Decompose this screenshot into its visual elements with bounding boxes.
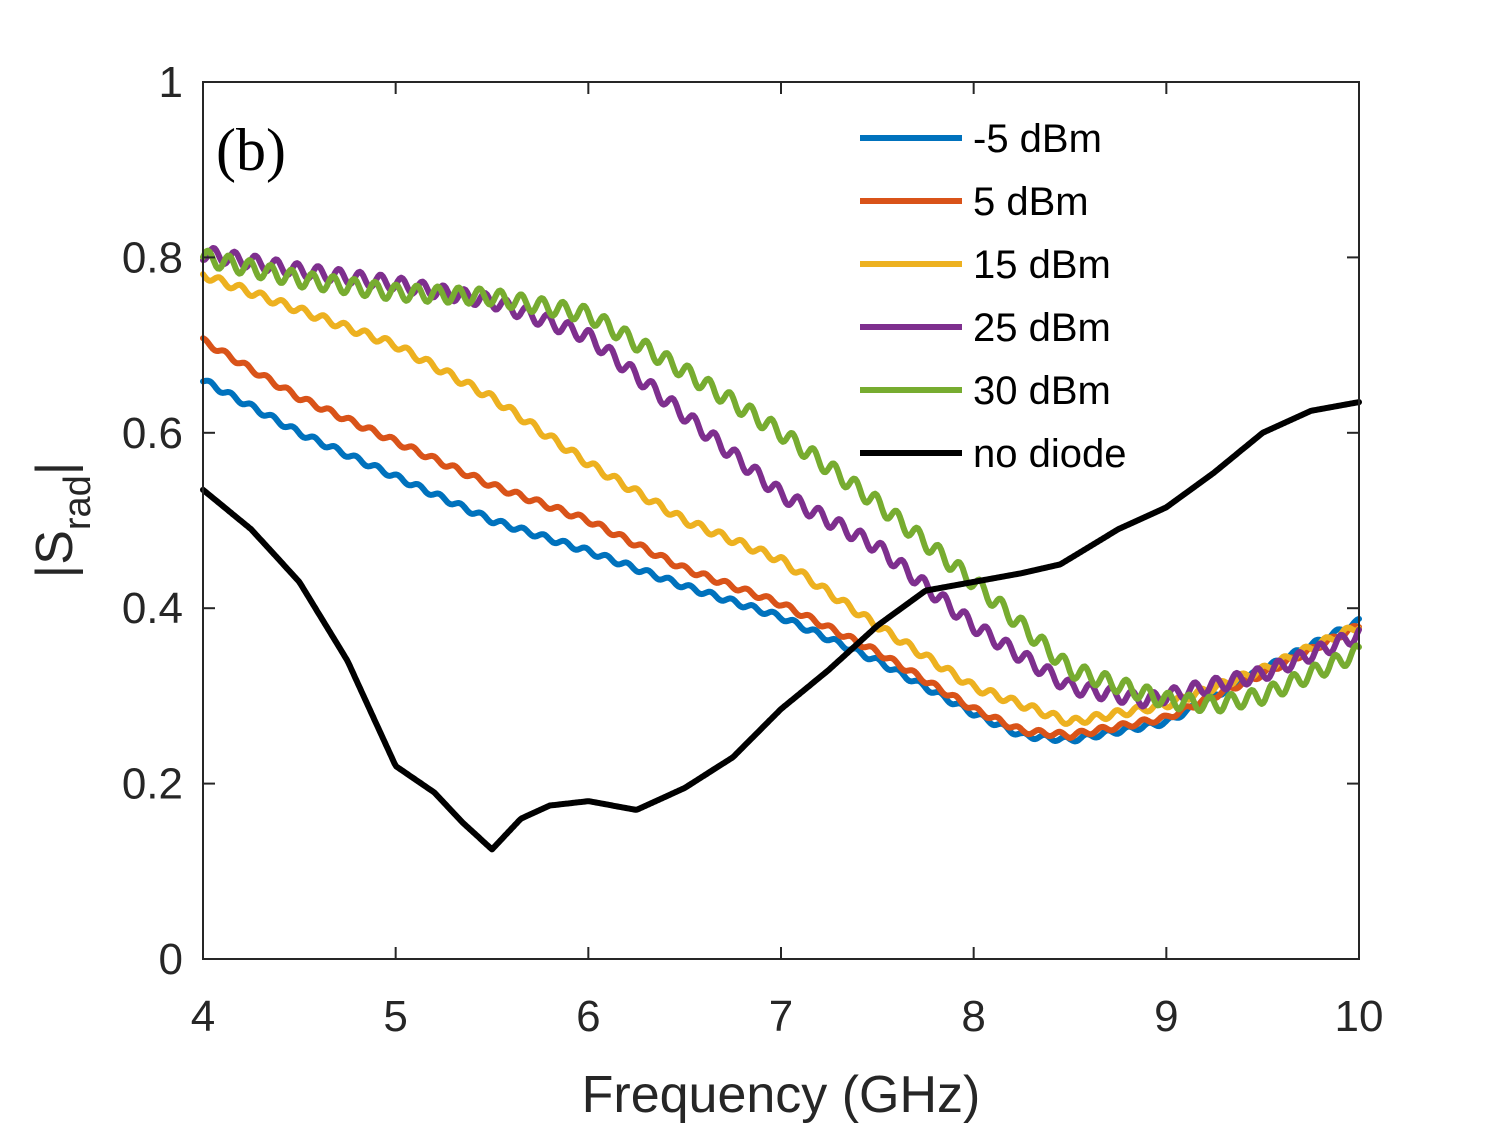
y-tick-label: 0.2	[122, 760, 183, 809]
y-tick-label: 0.8	[122, 233, 183, 282]
x-axis-title: Frequency (GHz)	[582, 1066, 981, 1124]
ticks-layer: 4 5 6 7 8 9 10 0 0.2 0.4 0.6 0.8 1	[122, 58, 1384, 1041]
series-line-4	[200, 247, 1362, 715]
legend-label: 5 dBm	[973, 180, 1089, 224]
y-tick-label: 1	[159, 58, 183, 107]
y-tick-label: 0.4	[122, 584, 183, 633]
panel-label: (b)	[216, 117, 286, 183]
svg-text:|Srad|: |Srad|	[26, 462, 99, 579]
series-line-3	[200, 245, 1362, 710]
legend-label: 15 dBm	[973, 243, 1111, 287]
x-tick-label: 6	[576, 992, 600, 1041]
series-line-2	[200, 271, 1362, 727]
x-tick-label: 4	[191, 992, 215, 1041]
legend-label: 25 dBm	[973, 306, 1111, 350]
y-axis-title: |Srad|	[26, 462, 99, 579]
legend-label: no diode	[973, 432, 1126, 476]
series-line-1	[200, 335, 1362, 741]
legend: -5 dBm 5 dBm 15 dBm 25 dBm 30 dBm no diode	[860, 117, 1126, 476]
legend-label: 30 dBm	[973, 369, 1111, 413]
y-axis-title-end: |	[26, 462, 84, 476]
y-axis-title-subscript: rad	[57, 475, 99, 530]
x-tick-label: 10	[1335, 992, 1384, 1041]
x-tick-label: 9	[1154, 992, 1178, 1041]
x-tick-label: 5	[383, 992, 407, 1041]
series-line-0	[200, 377, 1362, 745]
plot-frame	[202, 81, 1360, 960]
series-layer	[200, 245, 1362, 853]
series-line-5	[200, 399, 1362, 853]
legend-label: -5 dBm	[973, 117, 1102, 161]
y-tick-label: 0	[159, 935, 183, 984]
y-tick-label: 0.6	[122, 409, 183, 458]
x-tick-label: 8	[961, 992, 985, 1041]
x-tick-label: 7	[769, 992, 793, 1041]
y-axis-title-main: |S	[26, 530, 84, 578]
